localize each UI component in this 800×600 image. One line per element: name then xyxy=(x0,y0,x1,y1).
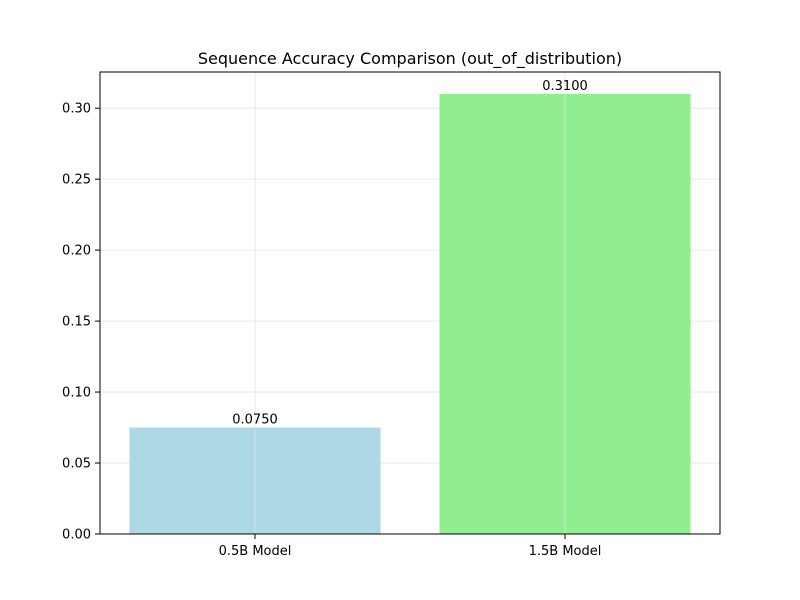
axes-layer xyxy=(95,71,721,539)
x-tick-label: 0.5B Model xyxy=(219,544,292,559)
vertical-grid-layer xyxy=(254,72,566,534)
y-tick-label: 0.20 xyxy=(62,244,91,259)
y-tick-label: 0.05 xyxy=(62,457,91,472)
plot-frame xyxy=(99,71,721,535)
labels-layer: 0.00 0.05 0.10 0.15 0.20 0.25 0.30 0.5B Model 0.… xyxy=(62,79,601,559)
y-tick-label: 0.10 xyxy=(62,386,91,401)
y-tick-label: 0.00 xyxy=(62,528,91,543)
bars-layer xyxy=(129,94,691,534)
x-tick-label: 1.5B Model xyxy=(529,544,602,559)
bar-value-label: 0.0750 xyxy=(232,413,278,428)
y-tick-label: 0.25 xyxy=(62,173,91,188)
y-tick-label: 0.30 xyxy=(62,102,91,117)
chart-title: Sequence Accuracy Comparison (out_of_dis… xyxy=(198,49,622,69)
y-tick-label: 0.15 xyxy=(62,315,91,330)
bar-value-label: 0.3100 xyxy=(542,79,588,94)
